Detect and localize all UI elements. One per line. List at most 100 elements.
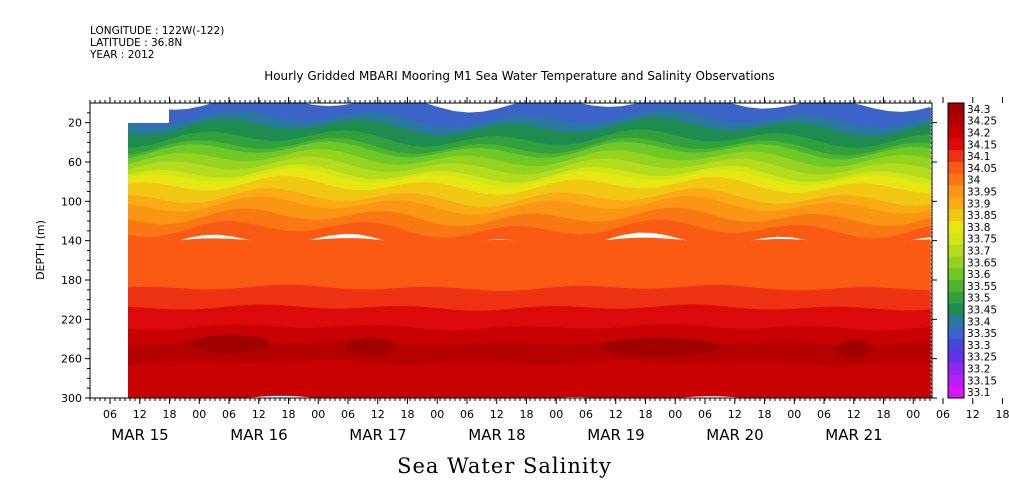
salinity-maximum-patch — [190, 334, 270, 353]
y-tick-label: 60 — [68, 156, 82, 169]
x-day-label: MAR 19 — [587, 426, 644, 444]
x-day-label: MAR 17 — [349, 426, 406, 444]
x-day-label: MAR 20 — [706, 426, 763, 444]
salinity-band — [90, 183, 932, 208]
colorbar-label: 33.15 — [967, 375, 997, 387]
salinity-band — [90, 180, 932, 204]
latitude-label: LATITUDE : 36.8N — [90, 37, 183, 49]
x-tick-label: 12 — [966, 408, 980, 421]
x-tick-label: 18 — [282, 408, 296, 421]
salinity-band — [90, 367, 932, 379]
salinity-band — [90, 304, 932, 316]
colorbar-label: 34.2 — [967, 128, 990, 140]
x-tick-label: 18 — [401, 408, 415, 421]
colorbar-swatch — [948, 150, 964, 163]
salinity-maximum-patch — [837, 339, 873, 358]
x-tick-label: 18 — [877, 408, 891, 421]
colorbar-label: 33.6 — [967, 269, 991, 281]
salinity-band — [90, 390, 931, 398]
colorbar-swatch — [948, 303, 964, 316]
x-tick-label: 12 — [490, 408, 504, 421]
salinity-band — [90, 308, 932, 320]
x-tick-label: 12 — [728, 408, 742, 421]
colorbar-swatch — [948, 185, 964, 198]
x-tick-label: 00 — [787, 408, 801, 421]
salinity-maximum-patch — [345, 337, 395, 356]
x-tick-label: 00 — [430, 408, 444, 421]
colorbar-label: 33.95 — [967, 187, 997, 199]
colorbar-label: 33.7 — [967, 246, 990, 258]
colorbar-label: 33.5 — [967, 293, 990, 305]
salinity-band — [90, 203, 932, 228]
salinity-band — [90, 383, 932, 395]
x-tick-label: 12 — [252, 408, 266, 421]
salinity-band — [90, 109, 932, 134]
salinity-band — [90, 269, 932, 281]
colorbar-swatch — [948, 256, 964, 269]
salinity-band — [90, 386, 932, 398]
y-tick-label: 260 — [61, 353, 82, 366]
salinity-band — [90, 292, 932, 304]
salinity-band — [90, 156, 932, 181]
colorbar-swatch — [948, 244, 964, 257]
salinity-band — [90, 375, 932, 387]
colorbar-swatch — [948, 350, 964, 364]
axes: 20 60 100 140 180 220 260 300 06 12 18 00 06 12 18 00 06… — [61, 97, 1009, 444]
colorbar-label: 33.85 — [967, 210, 997, 222]
salinity-band — [90, 137, 932, 161]
salinity-band — [90, 280, 932, 292]
x-tick-label: 00 — [668, 408, 682, 421]
salinity-band — [90, 141, 932, 165]
x-tick-label: 00 — [311, 408, 325, 421]
salinity-band — [90, 149, 932, 173]
colorbar-swatch — [948, 374, 964, 387]
x-tick-label: 18 — [639, 408, 653, 421]
colorbar-swatch — [948, 232, 964, 246]
colorbar-label: 33.25 — [967, 352, 997, 364]
x-tick-label: 06 — [222, 408, 236, 421]
x-day-label: MAR 16 — [230, 426, 287, 444]
colorbar-label: 33.45 — [967, 305, 997, 317]
salinity-band — [90, 253, 932, 265]
x-tick-label: 12 — [847, 408, 861, 421]
y-tick-label: 300 — [61, 392, 82, 405]
salinity-band — [90, 133, 932, 157]
x-tick-label: 00 — [906, 408, 920, 421]
salinity-band — [90, 288, 932, 300]
x-day-label: MAR 18 — [468, 426, 525, 444]
y-axis-label: DEPTH (m) — [34, 220, 47, 280]
x-tick-label: 18 — [996, 408, 1009, 421]
salinity-band — [90, 188, 932, 212]
salinity-band — [90, 257, 932, 269]
salinity-field — [90, 103, 932, 398]
colorbar-label: 33.35 — [967, 328, 997, 340]
colorbar-label: 33.55 — [967, 281, 997, 293]
colorbar-swatch — [948, 114, 964, 128]
salinity-maximum-patch — [600, 337, 720, 356]
x-tick-label: 18 — [758, 408, 772, 421]
y-tick-label: 100 — [61, 195, 82, 208]
colorbar-label: 33.8 — [967, 222, 990, 234]
colorbar-swatch — [948, 268, 964, 281]
salinity-band — [90, 359, 932, 371]
colorbar-label: 34.05 — [967, 163, 997, 175]
y-tick-label: 220 — [61, 313, 82, 326]
salinity-band — [90, 272, 932, 285]
salinity-band — [90, 113, 932, 137]
colorbar-label: 33.75 — [967, 234, 997, 246]
colorbar-swatch — [948, 339, 964, 352]
salinity-band — [90, 103, 932, 122]
salinity-band — [90, 363, 932, 375]
colorbar-swatch — [948, 197, 964, 210]
salinity-band — [90, 296, 932, 308]
salinity-band — [90, 192, 932, 216]
colorbar-swatch — [948, 315, 964, 328]
x-tick-label: 06 — [936, 408, 950, 421]
x-tick-label: 00 — [192, 408, 206, 421]
colorbar-swatch — [948, 280, 964, 293]
salinity-band — [90, 371, 932, 383]
salinity-band — [90, 199, 932, 224]
salinity-band — [90, 265, 932, 277]
colorbar-label: 33.1 — [967, 387, 990, 399]
